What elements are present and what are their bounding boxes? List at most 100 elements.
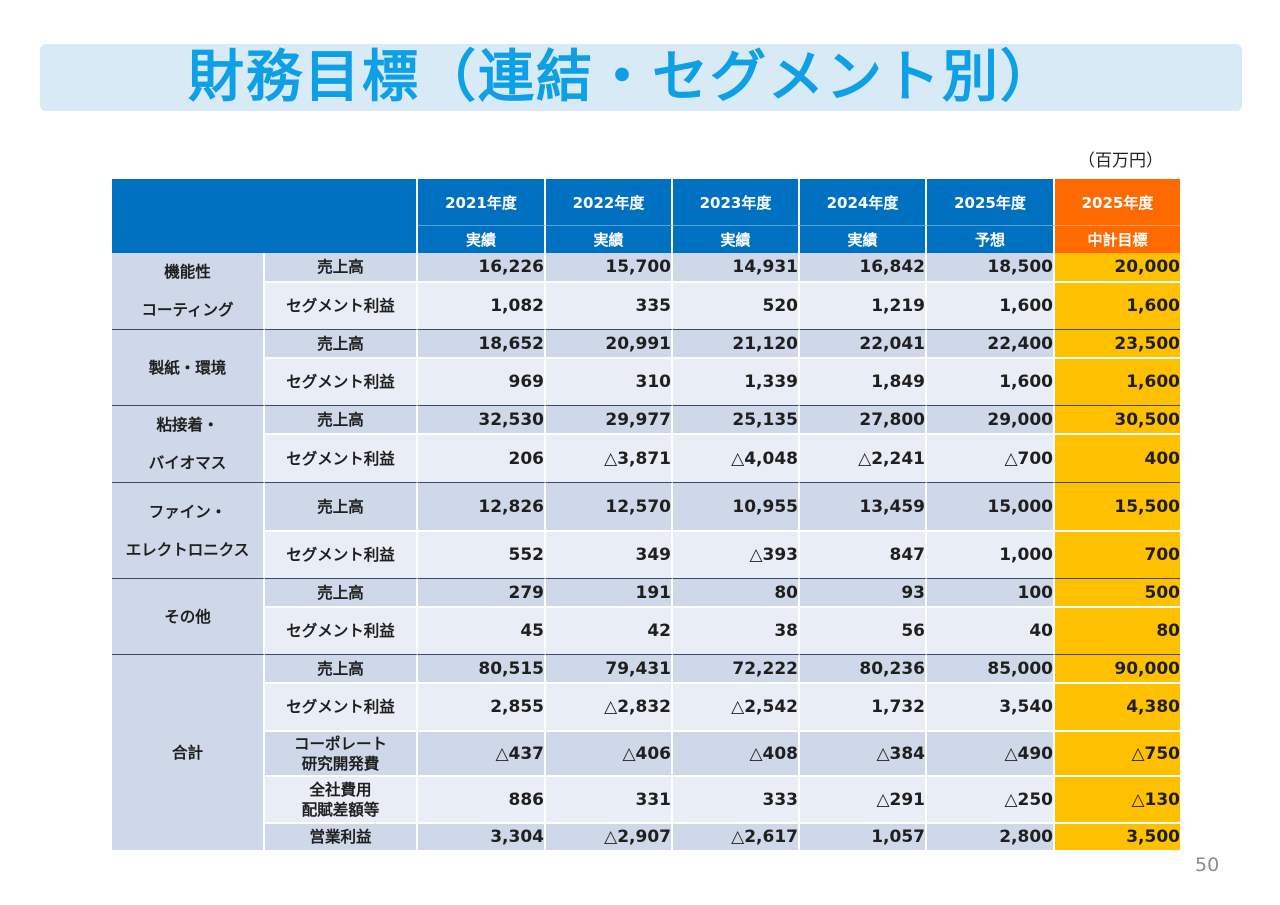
value-cell: 331 — [546, 775, 673, 822]
value-cell: 29,000 — [927, 405, 1055, 434]
value-cell: △700 — [927, 433, 1055, 482]
value-cell: 85,000 — [927, 654, 1055, 682]
value-cell: △490 — [927, 730, 1055, 775]
segment-name-line: エレクトロニクス — [125, 540, 250, 559]
segment-name: 製紙・環境 — [112, 329, 265, 405]
target-value-cell: 90,000 — [1055, 654, 1180, 682]
table-row: 合計 売上高 80,515 79,431 72,222 80,236 85,000 90,00… — [112, 654, 1180, 850]
row-item: セグメント利益 — [265, 433, 418, 482]
table-row: その他 売上高 279 191 80 93 100 500 — [112, 578, 1180, 654]
value-cell: 32,530 — [418, 405, 546, 434]
segment-name: 粘接着・ バイオマス — [112, 405, 265, 482]
value-cell: 22,400 — [927, 329, 1055, 357]
value-cell: 191 — [546, 578, 673, 606]
header-target-year: 2025年度 — [1055, 179, 1180, 225]
row-item-line: コーポレート — [293, 734, 387, 753]
target-value-cell: 3,500 — [1055, 822, 1180, 850]
value-cell: 847 — [800, 530, 927, 578]
value-cell: △3,871 — [546, 433, 673, 482]
target-value-cell: 20,000 — [1055, 253, 1180, 281]
value-cell: 520 — [673, 281, 800, 329]
value-cell: 1,600 — [927, 281, 1055, 329]
value-cell: △2,907 — [546, 822, 673, 850]
page-number: 50 — [1195, 854, 1220, 876]
header-type: 実績 — [418, 225, 546, 253]
header-type: 実績 — [546, 225, 673, 253]
segment-name: ファイン・ エレクトロニクス — [112, 482, 265, 578]
row-item: 売上高 — [265, 654, 418, 682]
value-cell: 15,700 — [546, 253, 673, 281]
value-cell: 21,120 — [673, 329, 800, 357]
value-cell: 18,500 — [927, 253, 1055, 281]
value-cell: 20,991 — [546, 329, 673, 357]
row-item: 営業利益 — [265, 822, 418, 850]
table-row: 製紙・環境 売上高 18,652 20,991 21,120 22,041 22,400 23… — [112, 329, 1180, 405]
target-value-cell: 700 — [1055, 530, 1180, 578]
header-target-type: 中計目標 — [1055, 225, 1180, 253]
row-item: セグメント利益 — [265, 357, 418, 405]
value-cell: 3,304 — [418, 822, 546, 850]
page-title: 財務目標（連結・セグメント別） — [188, 45, 1058, 110]
value-cell: 15,000 — [927, 482, 1055, 530]
target-value-cell: 23,500 — [1055, 329, 1180, 357]
value-cell: 310 — [546, 357, 673, 405]
target-value-cell: 80 — [1055, 606, 1180, 654]
table-row: セグメント利益 552 349 △393 847 1,000 700 — [112, 530, 1180, 578]
value-cell: 349 — [546, 530, 673, 578]
financial-targets-table: 2021年度 2022年度 2023年度 2024年度 2025年度 2025年… — [112, 179, 1180, 850]
value-cell: 45 — [418, 606, 546, 654]
row-item: 売上高 — [265, 578, 418, 606]
header-year-row: 2021年度 2022年度 2023年度 2024年度 2025年度 2025年… — [112, 179, 1180, 253]
value-cell: 93 — [800, 578, 927, 606]
row-item-line: 配賦差額等 — [301, 800, 380, 819]
segment-name-line: バイオマス — [148, 454, 227, 472]
table-row: 営業利益 3,304 △2,907 △2,617 1,057 2,800 3,500 — [112, 822, 1180, 850]
value-cell: △2,617 — [673, 822, 800, 850]
row-item: セグメント利益 — [265, 606, 418, 654]
row-item: 売上高 — [265, 405, 418, 434]
value-cell: 206 — [418, 433, 546, 482]
table-row: コーポレート 研究開発費 △437 △406 △408 △384 △490 △750 — [112, 730, 1180, 775]
header-year: 2024年度 — [800, 179, 927, 225]
value-cell: 16,842 — [800, 253, 927, 281]
row-item: コーポレート 研究開発費 — [265, 730, 418, 775]
value-cell: 1,339 — [673, 357, 800, 405]
value-cell: 1,082 — [418, 281, 546, 329]
table-row: セグメント利益 1,082 335 520 1,219 1,600 1,600 — [112, 281, 1180, 329]
value-cell: 279 — [418, 578, 546, 606]
header-type: 実績 — [673, 225, 800, 253]
target-value-cell: △750 — [1055, 730, 1180, 775]
value-cell: 14,931 — [673, 253, 800, 281]
value-cell: 72,222 — [673, 654, 800, 682]
row-item: 全社費用 配賦差額等 — [265, 775, 418, 822]
value-cell: 969 — [418, 357, 546, 405]
value-cell: 22,041 — [800, 329, 927, 357]
target-value-cell: 15,500 — [1055, 482, 1180, 530]
value-cell: 1,000 — [927, 530, 1055, 578]
value-cell: △291 — [800, 775, 927, 822]
value-cell: 100 — [927, 578, 1055, 606]
value-cell: 333 — [673, 775, 800, 822]
value-cell: △408 — [673, 730, 800, 775]
row-item: 売上高 — [265, 329, 418, 357]
target-value-cell: 1,600 — [1055, 357, 1180, 405]
value-cell: 1,849 — [800, 357, 927, 405]
table-row: 粘接着・ バイオマス 売上高 32,530 29,977 25,135 27,800 29,0… — [112, 405, 1180, 482]
header-blank-cell — [112, 179, 418, 253]
value-cell: 16,226 — [418, 253, 546, 281]
value-cell: 2,800 — [927, 822, 1055, 850]
segment-name-line: 製紙・環境 — [148, 358, 227, 377]
value-cell: 79,431 — [546, 654, 673, 682]
row-item: 売上高 — [265, 482, 418, 530]
value-cell: 3,540 — [927, 682, 1055, 730]
value-cell: 13,459 — [800, 482, 927, 530]
value-cell: 2,855 — [418, 682, 546, 730]
value-cell: 29,977 — [546, 405, 673, 434]
target-value-cell: 4,380 — [1055, 682, 1180, 730]
value-cell: 12,826 — [418, 482, 546, 530]
target-value-cell: 500 — [1055, 578, 1180, 606]
header-type-row: 実績 実績 実績 実績 予想 中計目標 — [112, 225, 1180, 253]
header-year: 2021年度 — [418, 179, 546, 225]
target-value-cell: 30,500 — [1055, 405, 1180, 434]
table-row: セグメント利益 969 310 1,339 1,849 1,600 1,600 — [112, 357, 1180, 405]
